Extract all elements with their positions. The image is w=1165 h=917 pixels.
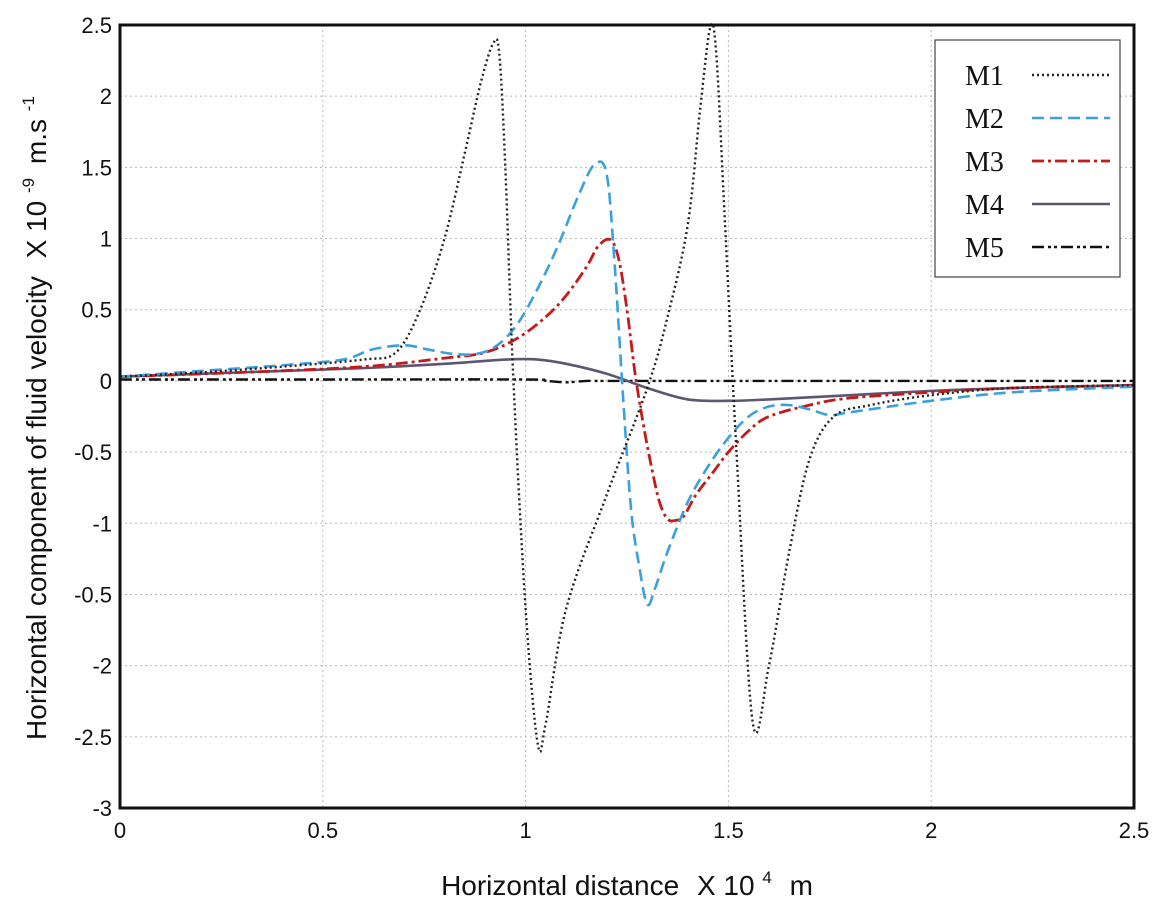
- y-axis-unit-exponent: -9: [19, 178, 38, 193]
- y-tick-label: 1: [100, 227, 112, 252]
- x-tick-label: 0.5: [308, 818, 339, 843]
- x-tick-label: 1: [519, 818, 531, 843]
- y-tick-label: -2: [92, 654, 112, 679]
- y-axis-unit-exponent-2: -1: [19, 96, 38, 111]
- legend-label-m2: M2: [965, 104, 1004, 135]
- legend-label-m5: M5: [965, 233, 1004, 264]
- y-tick-label: -2.5: [74, 725, 112, 750]
- y-tick-label: 2.5: [81, 13, 112, 38]
- x-axis-unit-suffix: m: [790, 870, 813, 901]
- x-tick-label: 2: [925, 818, 937, 843]
- x-tick-label: 2.5: [1119, 818, 1150, 843]
- y-axis-unit-mid: m.s: [21, 119, 52, 164]
- x-tick-label: 0: [114, 818, 126, 843]
- y-tick-label: 1.5: [81, 155, 112, 180]
- y-tick-label: 2: [100, 84, 112, 109]
- y-tick-label: -0.5: [74, 582, 112, 607]
- legend-label-m1: M1: [965, 61, 1004, 92]
- y-tick-label: -3: [92, 796, 112, 821]
- y-tick-label: -0.5: [74, 440, 112, 465]
- legend: M1 M2 M3 M4 M5: [935, 40, 1120, 277]
- x-axis-unit-prefix: X 10: [697, 870, 755, 901]
- legend-label-m3: M3: [965, 147, 1004, 178]
- x-axis-title-text: Horizontal distance: [441, 870, 679, 901]
- x-tick-label: 1.5: [713, 818, 744, 843]
- x-axis-unit-exponent: 4: [762, 868, 771, 887]
- y-axis-title-text: Horizontal component of fluid velocity: [21, 276, 52, 740]
- y-tick-label: -1: [92, 511, 112, 536]
- y-axis-unit-prefix: X 10: [21, 201, 52, 259]
- y-tick-label: 0: [100, 369, 112, 394]
- y-tick-label: 0.5: [81, 298, 112, 323]
- legend-label-m4: M4: [965, 190, 1004, 221]
